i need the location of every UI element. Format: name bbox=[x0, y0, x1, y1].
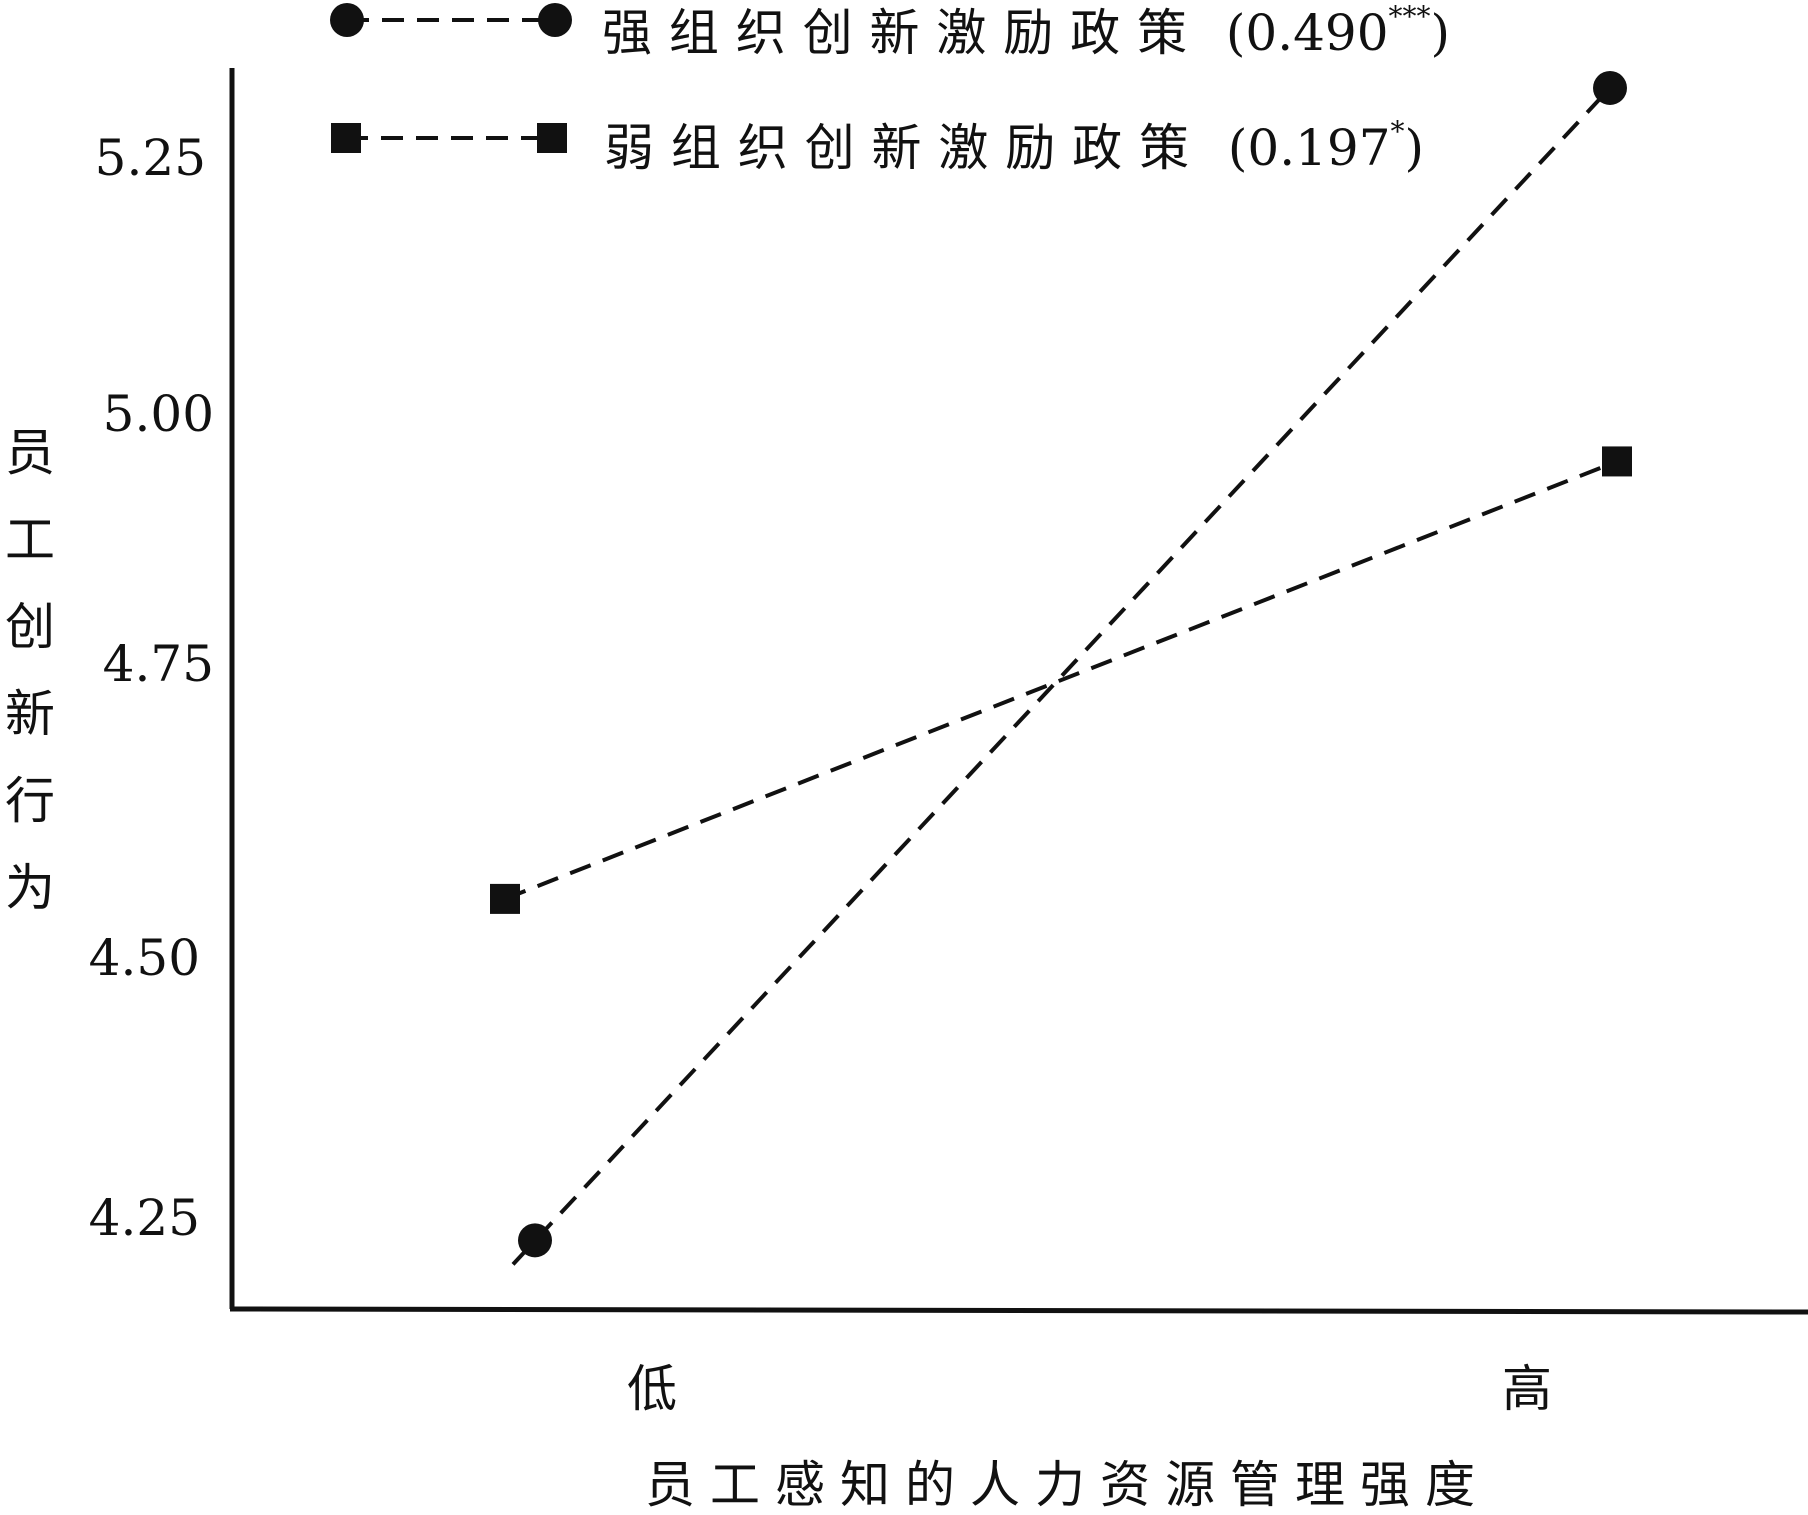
data-point-weak-high bbox=[1602, 446, 1632, 477]
y-axis-title-char: 创 bbox=[5, 598, 55, 656]
legend-label-strong: 强组织创新激励政策 (0.490***) bbox=[602, 0, 1450, 62]
x-category-label: 高 bbox=[1502, 1360, 1552, 1418]
legend-item-strong: 强组织创新激励政策 (0.490***) bbox=[330, 0, 1450, 62]
series-line-strong bbox=[511, 86, 1612, 1266]
y-tick-label: 4.50 bbox=[89, 929, 200, 987]
legend-series-name: 弱组织创新激励政策 bbox=[604, 119, 1189, 177]
legend-item-weak: 弱组织创新激励政策 (0.197*) bbox=[331, 115, 1424, 177]
x-axis-title: 员工感知的人力资源管理强度 bbox=[645, 1456, 1475, 1514]
y-tick-label: 4.25 bbox=[89, 1189, 200, 1247]
legend-coefficient-close: ) bbox=[1431, 4, 1451, 62]
legend-series-name: 强组织创新激励政策 bbox=[602, 4, 1187, 62]
y-tick-label: 5.25 bbox=[95, 129, 206, 187]
legend-coefficient: (0.490 bbox=[1226, 4, 1389, 62]
legend: 强组织创新激励政策 (0.490***) 弱组织创新激励政策 (0.197*) bbox=[330, 0, 1450, 177]
y-axis-title-char: 工 bbox=[5, 511, 55, 569]
series-line-weak bbox=[504, 459, 1618, 901]
legend-label-weak: 弱组织创新激励政策 (0.197*) bbox=[604, 115, 1424, 177]
legend-significance: *** bbox=[1389, 0, 1431, 33]
y-axis-title: 员工创新行为 bbox=[5, 424, 55, 917]
x-category-label: 低 bbox=[627, 1360, 677, 1418]
legend-square-marker bbox=[537, 123, 567, 153]
y-axis-title-char: 新 bbox=[5, 685, 55, 743]
legend-circle-marker bbox=[330, 3, 364, 37]
legend-significance: * bbox=[1391, 115, 1405, 148]
y-axis-title-char: 员 bbox=[5, 424, 55, 482]
data-point-strong-high bbox=[1593, 70, 1627, 105]
legend-coefficient: (0.197 bbox=[1228, 119, 1391, 177]
x-axis bbox=[229, 1306, 1808, 1315]
y-axis-title-char: 为 bbox=[5, 859, 55, 917]
y-axis-title-char: 行 bbox=[5, 772, 55, 830]
legend-circle-marker bbox=[538, 3, 572, 37]
y-tick-label: 5.00 bbox=[103, 385, 214, 443]
legend-square-marker bbox=[331, 123, 361, 153]
data-point-weak-low bbox=[490, 883, 520, 914]
y-tick-label: 4.75 bbox=[103, 635, 214, 693]
data-point-strong-low bbox=[518, 1223, 552, 1258]
legend-coefficient-close: ) bbox=[1405, 119, 1425, 177]
